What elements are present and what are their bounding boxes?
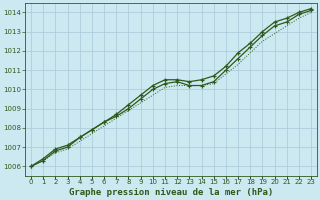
X-axis label: Graphe pression niveau de la mer (hPa): Graphe pression niveau de la mer (hPa) <box>69 188 273 197</box>
